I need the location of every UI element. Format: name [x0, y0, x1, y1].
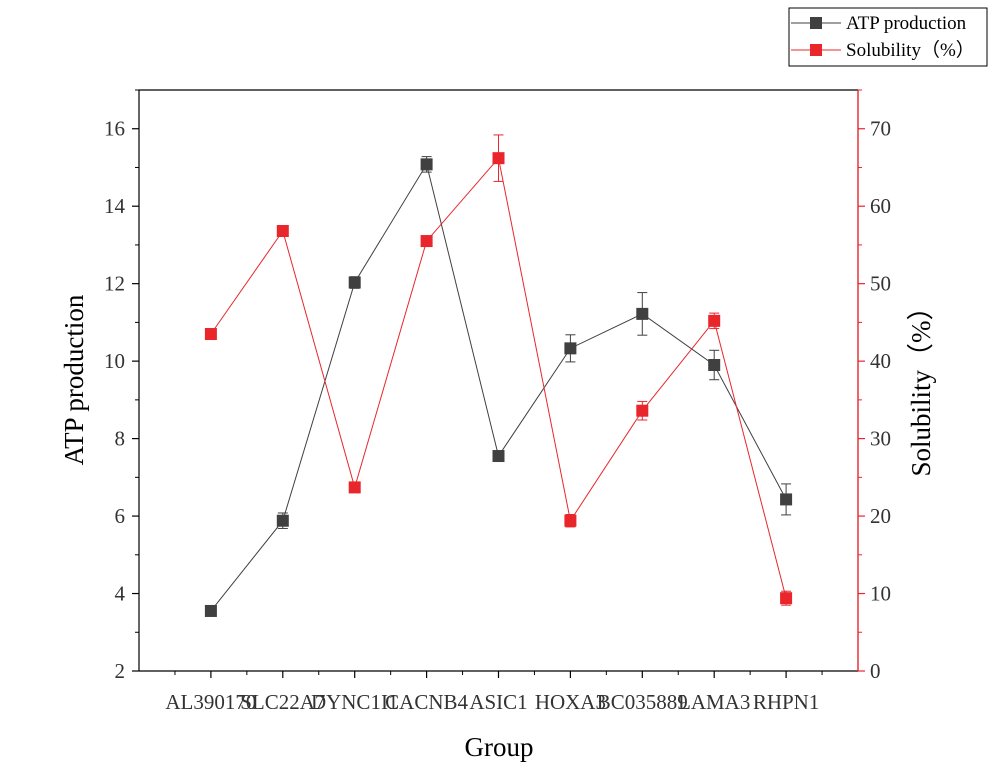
- data-point: [492, 450, 505, 463]
- series-line: [210, 163, 787, 612]
- data-point: [636, 404, 649, 417]
- left-tick-label: 6: [115, 504, 126, 528]
- x-tick-label: DYNC1I1: [311, 690, 399, 714]
- right-tick-label: 30: [870, 427, 891, 451]
- right-y-axis: 0 10 20 30 40 50 60 70: [857, 89, 891, 683]
- legend-marker-solubility: [810, 44, 822, 56]
- data-point: [276, 224, 289, 237]
- left-tick-label: 14: [104, 194, 126, 218]
- data-point: [420, 158, 433, 171]
- data-point: [348, 481, 361, 494]
- data-point: [780, 592, 793, 605]
- right-y-axis-title: Solubility（%）: [906, 293, 936, 476]
- data-point: [348, 276, 361, 289]
- left-tick-label: 2: [115, 659, 126, 683]
- series-solubility: [204, 134, 793, 606]
- right-tick-label: 50: [870, 272, 891, 296]
- series-atp-production: [204, 156, 793, 617]
- x-tick-label: ASIC1: [469, 690, 527, 714]
- x-tick-label: HOXA3: [535, 690, 606, 714]
- series-layer: [204, 134, 793, 617]
- x-tick-label: RHPN1: [753, 690, 820, 714]
- right-tick-label: 0: [870, 659, 881, 683]
- x-tick-label: AL390170: [165, 690, 256, 714]
- data-point: [492, 152, 505, 165]
- left-tick-label: 4: [115, 582, 126, 606]
- right-tick-label: 20: [870, 504, 891, 528]
- data-point: [204, 604, 217, 617]
- data-point: [636, 307, 649, 320]
- data-point: [564, 514, 577, 527]
- right-tick-label: 70: [870, 117, 891, 141]
- data-point: [564, 342, 577, 355]
- data-point: [276, 514, 289, 527]
- legend-label-atp: ATP production: [846, 13, 967, 34]
- left-tick-label: 8: [115, 427, 126, 451]
- legend-label-solubility: Solubility（%）: [846, 39, 975, 61]
- data-point: [420, 235, 433, 248]
- left-tick-label: 10: [104, 349, 125, 373]
- data-point: [708, 314, 721, 327]
- left-tick-label: 16: [104, 117, 125, 141]
- x-tick-label: SLC22A7: [240, 690, 325, 714]
- data-point: [708, 359, 721, 372]
- right-tick-label: 60: [870, 194, 891, 218]
- x-tick-label: LAMA3: [678, 690, 750, 714]
- left-tick-label: 12: [104, 272, 125, 296]
- left-y-axis-title: ATP production: [59, 294, 89, 465]
- data-point: [204, 328, 217, 341]
- series-line: [210, 157, 787, 599]
- legend-marker-atp: [810, 17, 822, 29]
- right-tick-label: 10: [870, 582, 891, 606]
- left-y-axis: 2 4 6 8 10 12 14 16: [104, 89, 140, 683]
- right-tick-label: 40: [870, 349, 891, 373]
- x-tick-label: CACNB4: [385, 690, 468, 714]
- data-point: [780, 493, 793, 506]
- x-axis-title: Group: [465, 732, 534, 762]
- x-tick-label: BC035889: [597, 690, 688, 714]
- legend: ATP production Solubility（%）: [788, 7, 988, 67]
